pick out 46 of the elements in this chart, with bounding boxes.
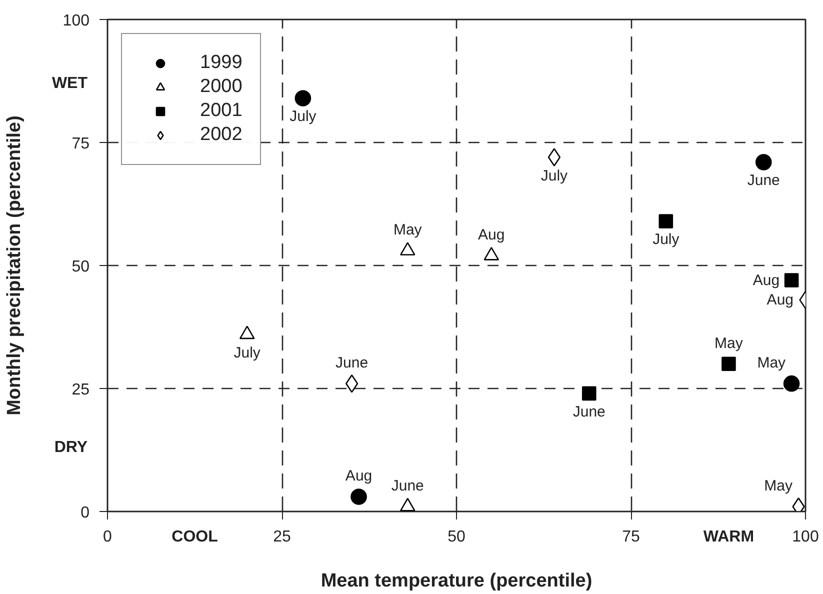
annotation: June: [336, 354, 368, 372]
x-axis-title: Mean temperature (percentile): [320, 570, 592, 592]
text: WARM: [703, 528, 754, 546]
y-tick-label: 0: [80, 504, 90, 522]
x-tick-label: 0: [103, 528, 112, 546]
annotation: June: [572, 403, 606, 420]
point: [722, 356, 736, 372]
x-tick-label: 75: [622, 528, 640, 546]
annotation: June: [391, 478, 424, 495]
text: DRY: [54, 439, 88, 456]
point: [783, 375, 800, 392]
point: [345, 374, 358, 393]
point: [294, 90, 312, 106]
y-tick-label: 75: [72, 136, 90, 152]
text: WET: [52, 74, 88, 92]
annotation: Aug: [478, 226, 505, 244]
annotation: July: [290, 108, 317, 126]
point: [658, 214, 674, 228]
point: [350, 488, 367, 505]
point: [548, 148, 561, 166]
annotation: Aug: [345, 468, 372, 485]
annotation: May: [393, 222, 422, 239]
annotation: May: [757, 354, 786, 372]
x-tick-label: 100: [792, 528, 819, 546]
point: [582, 386, 596, 401]
y-axis-title: Monthly precipitation (percentile): [4, 116, 25, 416]
annotation: Aug: [752, 272, 780, 289]
annotation: June: [747, 172, 780, 190]
legend-label: 2000: [200, 76, 242, 98]
annotation: July: [652, 231, 680, 248]
annotation: May: [764, 478, 794, 495]
legend-label: 2001: [200, 100, 242, 122]
y-tick-label: 50: [72, 258, 90, 276]
text: COOL: [172, 528, 218, 546]
y-tick-label: 25: [72, 382, 90, 398]
annotation: July: [234, 344, 261, 362]
point: [755, 154, 772, 170]
point: [784, 273, 799, 288]
x-tick-label: 50: [448, 528, 466, 546]
annotation: Aug: [766, 291, 794, 308]
annotation: May: [714, 334, 744, 352]
x-tick-label: 25: [273, 528, 291, 546]
legend-label: 2002: [200, 124, 242, 146]
annotation: July: [540, 167, 568, 184]
legend-label: 1999: [200, 52, 242, 74]
y-tick-label: 100: [62, 12, 90, 30]
